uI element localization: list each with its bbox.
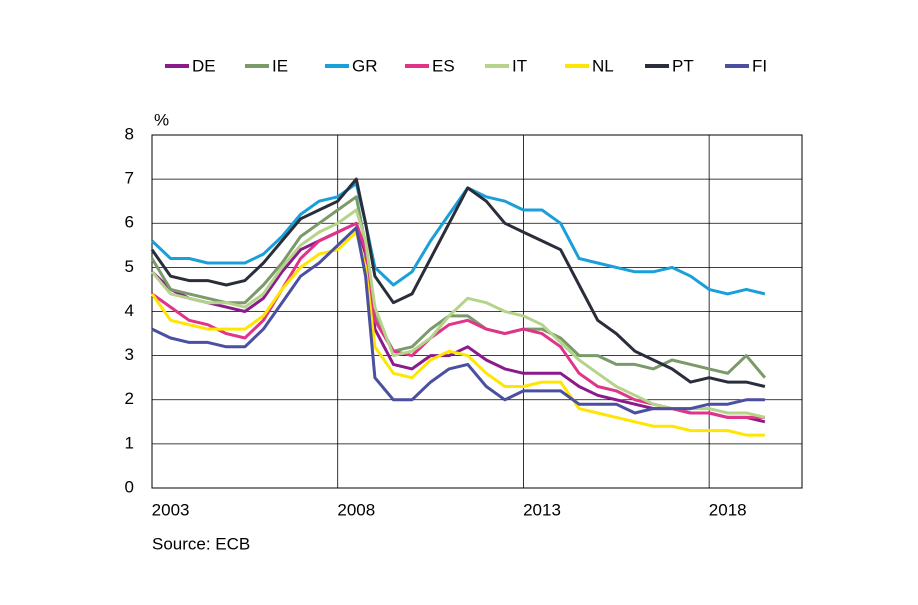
legend-label: FI	[752, 56, 767, 75]
legend-label: ES	[432, 56, 455, 75]
y-axis-label: %	[154, 110, 169, 129]
y-tick-label: 4	[125, 301, 134, 320]
series-line	[150, 208, 766, 419]
x-tick-label: 2008	[337, 500, 375, 519]
series-line	[151, 226, 765, 415]
legend-label: PT	[672, 56, 694, 75]
plot-frame	[151, 134, 803, 489]
y-tick-label: 5	[125, 257, 134, 276]
series-line	[150, 177, 766, 388]
legend-label: NL	[592, 56, 614, 75]
y-tick-label: 8	[125, 124, 134, 143]
series-line	[150, 230, 765, 437]
y-tick-label: 7	[125, 169, 134, 188]
series-line	[150, 182, 766, 296]
y-tick-label: 1	[125, 433, 134, 452]
legend-label: GR	[352, 56, 378, 75]
y-tick-label: 6	[125, 213, 134, 232]
legend-label: IE	[272, 56, 288, 75]
x-tick-label: 2013	[523, 500, 561, 519]
y-tick-label: 0	[125, 477, 134, 496]
x-tick-label: 2018	[709, 500, 747, 519]
source-note: Source: ECB	[152, 534, 250, 553]
legend-label: DE	[192, 56, 216, 75]
legend-label: IT	[512, 56, 527, 75]
x-tick-label: 2003	[152, 500, 190, 519]
series-line	[151, 221, 765, 419]
y-tick-label: 3	[125, 345, 134, 364]
y-tick-label: 2	[125, 389, 134, 408]
